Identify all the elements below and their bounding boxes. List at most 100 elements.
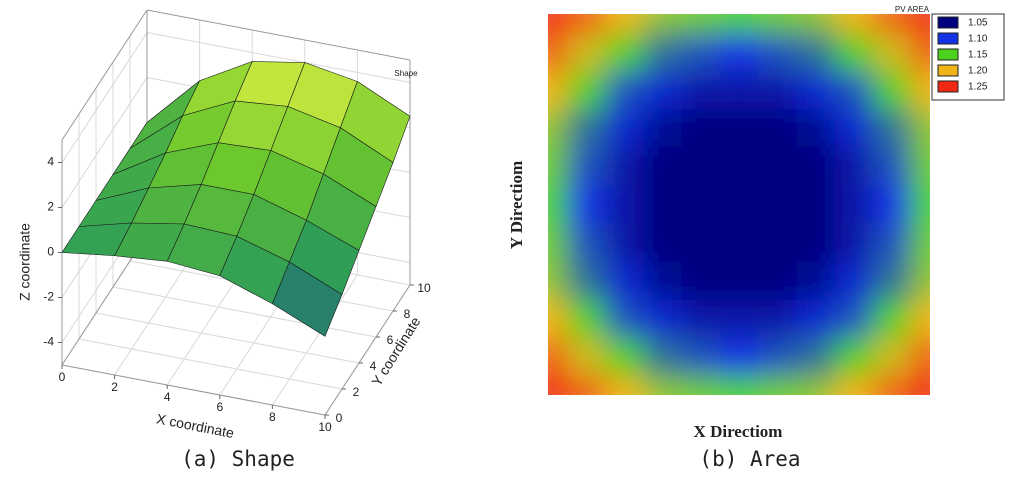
contour-cell	[643, 14, 683, 35]
y-axis-label: Y Directiom	[507, 161, 526, 249]
x-tick-label: 8	[269, 410, 276, 424]
caption: (a) Shape	[181, 447, 295, 471]
contour-cell	[796, 299, 836, 339]
y-axis-label: Y coordinate	[368, 314, 423, 389]
contour-cell	[758, 109, 798, 149]
x-axis-label: X coordinate	[155, 410, 235, 441]
contour-chart: PV AREA 1.05 1.10 1.15 1.20 1.25 X Directiom Y …	[507, 5, 1005, 441]
grid-line	[112, 286, 377, 338]
contour-cell	[605, 71, 645, 111]
contour-cell	[758, 375, 798, 395]
contour-cell	[548, 299, 569, 339]
legend-swatch	[937, 32, 959, 45]
contour-cell	[548, 261, 569, 301]
y-tick-label: 2	[353, 385, 360, 399]
contour-cell	[548, 375, 569, 395]
contour-cell	[567, 71, 607, 111]
contour-cell	[758, 33, 798, 73]
contour-cell	[834, 299, 874, 339]
grid-line	[271, 274, 358, 406]
contour-cell	[796, 147, 836, 187]
legend-label: 1.15	[968, 50, 988, 61]
x-tick-label: 0	[59, 370, 66, 384]
legend-swatch	[937, 16, 959, 29]
contour-cell	[719, 147, 760, 187]
contour-cell	[681, 299, 721, 339]
contour-cell	[681, 337, 721, 377]
contour-cell	[872, 109, 912, 149]
legend-label: 1.05	[968, 18, 988, 29]
x-tick-label: 4	[164, 390, 171, 404]
contour-cell	[834, 261, 874, 301]
contour-cell	[910, 223, 930, 263]
contour-cell	[681, 147, 721, 187]
contour-cell	[910, 14, 930, 35]
contour-cell	[796, 71, 836, 111]
contour-cell	[719, 337, 760, 377]
contour-cell	[681, 71, 721, 111]
contour-cell	[719, 375, 760, 395]
legend-swatch	[937, 80, 959, 93]
contour-cell	[681, 33, 721, 73]
contour-cell	[796, 109, 836, 149]
contour-cells	[548, 14, 930, 395]
contour-cell	[910, 337, 930, 377]
contour-cell	[872, 337, 912, 377]
contour-cell	[719, 185, 760, 225]
z-tick-label: -4	[43, 335, 54, 349]
z-tick-label: 0	[47, 245, 54, 259]
contour-cell	[643, 147, 683, 187]
x-tick-label: 10	[318, 420, 332, 434]
contour-cell	[796, 14, 836, 35]
y-tick-label: 8	[404, 307, 411, 321]
contour-cell	[758, 223, 798, 263]
contour-cell	[548, 71, 569, 111]
z-axis-label: Z coordinate	[17, 223, 33, 301]
contour-cell	[719, 33, 760, 73]
contour-cell	[643, 33, 683, 73]
grid-line	[61, 77, 148, 208]
contour-cell	[681, 375, 721, 395]
contour-cell	[796, 337, 836, 377]
axis-line	[146, 9, 411, 61]
contour-cell	[834, 109, 874, 149]
contour-cell	[834, 147, 874, 187]
contour-cell	[548, 147, 569, 187]
contour-cell	[605, 299, 645, 339]
contour-cell	[643, 185, 683, 225]
contour-cell	[834, 33, 874, 73]
contour-cell	[548, 14, 569, 35]
contour-cell	[567, 33, 607, 73]
contour-cell	[910, 33, 930, 73]
contour-cell	[605, 33, 645, 73]
contour-cell	[758, 147, 798, 187]
contour-cell	[643, 71, 683, 111]
contour-cell	[758, 71, 798, 111]
grid-line	[146, 32, 411, 83]
caption: (b) Area	[699, 447, 800, 471]
z-tick-label: 2	[47, 200, 54, 214]
axis-line	[61, 364, 326, 416]
contour-cell	[834, 375, 874, 395]
contour-cell	[910, 71, 930, 111]
contour-cell	[567, 185, 607, 225]
y-tick-label: 4	[370, 359, 377, 373]
contour-cell	[681, 261, 721, 301]
contour-cell	[758, 261, 798, 301]
contour-cell	[681, 223, 721, 263]
contour-cell	[872, 147, 912, 187]
contour-cell	[758, 337, 798, 377]
contour-cell	[796, 185, 836, 225]
contour-cell	[834, 71, 874, 111]
contour-cell	[567, 261, 607, 301]
contour-cell	[567, 14, 607, 35]
x-axis-label: X Directiom	[694, 422, 783, 441]
contour-cell	[796, 375, 836, 395]
axis-line	[324, 284, 411, 416]
contour-cell	[910, 299, 930, 339]
y-tick-label: 0	[336, 411, 343, 425]
chart-title: PV AREA	[895, 5, 930, 14]
contour-cell	[872, 14, 912, 35]
